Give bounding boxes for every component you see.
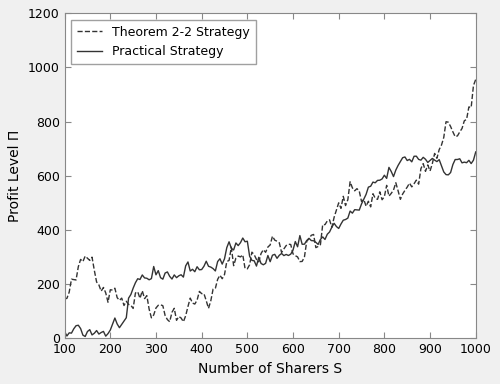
X-axis label: Number of Sharers S: Number of Sharers S bbox=[198, 362, 342, 376]
Practical Strategy bbox=[126, 296, 132, 300]
Practical Strategy bbox=[178, 273, 184, 277]
Theorem 2-2 Strategy bbox=[180, 319, 186, 324]
Practical Strategy bbox=[62, 329, 68, 334]
Theorem 2-2 Strategy bbox=[96, 283, 102, 287]
Theorem 2-2 Strategy bbox=[404, 185, 410, 189]
Practical Strategy bbox=[404, 158, 410, 163]
Practical Strategy bbox=[82, 334, 88, 339]
Theorem 2-2 Strategy bbox=[260, 247, 266, 252]
Theorem 2-2 Strategy bbox=[472, 77, 478, 82]
Legend: Theorem 2-2 Strategy, Practical Strategy: Theorem 2-2 Strategy, Practical Strategy bbox=[71, 20, 256, 65]
Line: Theorem 2-2 Strategy: Theorem 2-2 Strategy bbox=[64, 79, 476, 322]
Y-axis label: Profit Level Π: Profit Level Π bbox=[8, 130, 22, 222]
Theorem 2-2 Strategy bbox=[124, 299, 130, 304]
Practical Strategy bbox=[262, 261, 268, 266]
Practical Strategy bbox=[98, 330, 104, 335]
Theorem 2-2 Strategy bbox=[262, 250, 268, 255]
Line: Practical Strategy: Practical Strategy bbox=[64, 152, 476, 336]
Practical Strategy bbox=[472, 150, 478, 154]
Theorem 2-2 Strategy bbox=[62, 296, 68, 301]
Theorem 2-2 Strategy bbox=[176, 314, 182, 319]
Practical Strategy bbox=[260, 263, 266, 267]
